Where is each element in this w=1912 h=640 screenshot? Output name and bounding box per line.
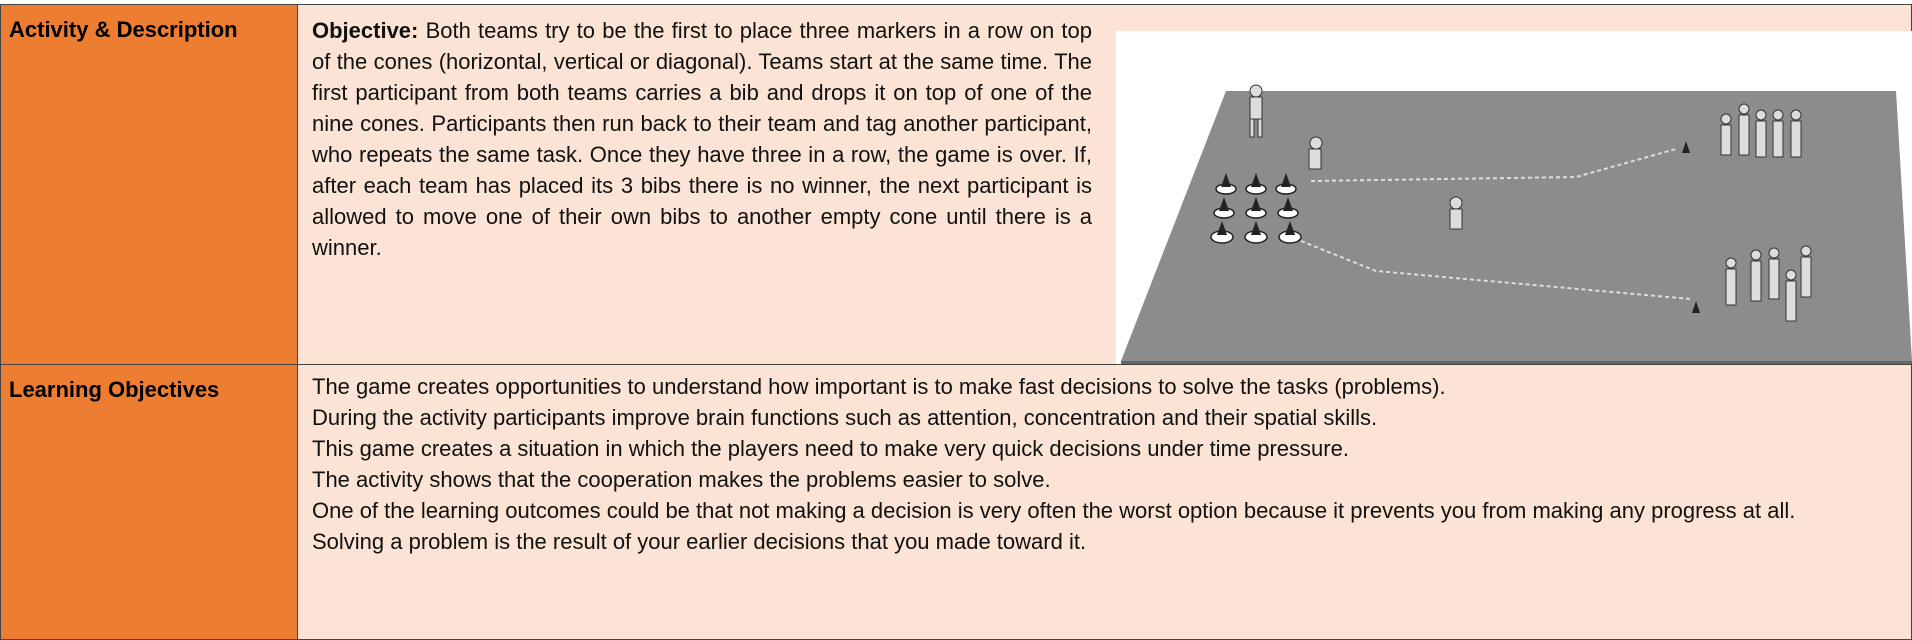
- row-body: Objective: Both teams try to be the firs…: [297, 4, 1912, 367]
- objective-line: The activity shows that the cooperation …: [312, 467, 1051, 492]
- description: Objective: Both teams try to be the firs…: [312, 15, 1092, 263]
- objective-label: Objective:: [312, 18, 419, 43]
- row-header: Activity & Description: [0, 4, 298, 365]
- objective-line: One of the learning outcomes could be th…: [312, 498, 1796, 523]
- objective-line: Solving a problem is the result of your …: [312, 529, 1087, 554]
- activity-diagram: [1116, 31, 1912, 367]
- objective-line: This game creates a situation in which t…: [312, 436, 1349, 461]
- row-body: The game creates opportunities to unders…: [297, 364, 1912, 640]
- objective-line: The game creates opportunities to unders…: [312, 374, 1446, 399]
- description-text: Both teams try to be the first to place …: [312, 18, 1092, 260]
- objective-line: During the activity participants improve…: [312, 405, 1378, 430]
- row-header: Learning Objectives: [0, 364, 298, 640]
